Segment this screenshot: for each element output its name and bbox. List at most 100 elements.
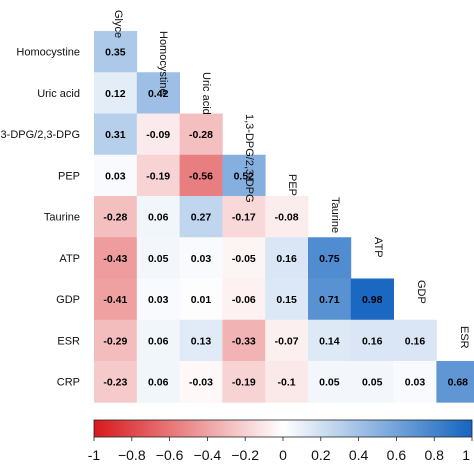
colorbar-tick-label: -1: [88, 447, 101, 463]
cell-value-label: -0.28: [103, 212, 127, 224]
column-label: Uric acid: [200, 72, 212, 115]
cell-value-label: 0.13: [191, 335, 212, 347]
cell-value-label: 0.12: [105, 88, 126, 100]
cell-value-label: 0.68: [448, 377, 469, 389]
heatmap-cell: [350, 361, 394, 403]
heatmap-cell: [136, 154, 180, 197]
cell-value-label: 0.15: [276, 294, 297, 306]
heatmap-cell: [222, 319, 266, 362]
cell-value-label: -0.28: [189, 129, 213, 141]
cell-value-label: 0.03: [148, 294, 169, 306]
heatmap-cell: [179, 319, 223, 362]
heatmap-cell: [393, 361, 437, 403]
row-label: Taurine: [44, 212, 80, 224]
cell-value-label: 0.01: [191, 294, 212, 306]
cell-value-label: 0.03: [105, 170, 126, 182]
heatmap-cell: [94, 72, 138, 114]
heatmap-cell: [179, 361, 223, 403]
colorbar: -1 −0.8 −0.6 −0.4 −0.2 0 0.2 0.4 0.6 0.8 1: [88, 419, 473, 463]
heatmap-cell: [179, 196, 223, 238]
colorbar-tick-label: −0.8: [118, 447, 146, 463]
cell-value-label: 0.03: [191, 253, 212, 265]
row-labels: Homocystine Uric acid 1,3-DPG/2,3-DPG PEP Ta…: [0, 47, 80, 389]
colorbar-tick-label: −0.6: [156, 447, 184, 463]
row-label: Homocystine: [16, 47, 80, 59]
row-label: ESR: [57, 335, 80, 347]
column-label: Glyce: [112, 10, 124, 38]
heatmap-cell: [136, 113, 180, 156]
heatmap-cell: [94, 237, 138, 279]
column-label: Taurine: [329, 197, 341, 233]
heatmap-cell: [136, 319, 180, 362]
heatmap-cell: [265, 319, 309, 362]
cell-value-label: 0.05: [319, 377, 340, 389]
cell-value-label: 0.05: [148, 253, 169, 265]
colorbar-tick-label: 0.6: [387, 447, 407, 463]
cell-value-label: -0.19: [146, 170, 170, 182]
column-label: PEP: [286, 174, 298, 196]
cell-value-label: 0.14: [319, 335, 340, 347]
heatmap-cell: [136, 278, 180, 321]
heatmap-cell: [308, 361, 352, 403]
cell-value-label: -0.06: [232, 294, 256, 306]
column-label: GDP: [415, 280, 427, 304]
heatmap-cell: [136, 196, 180, 238]
row-label: ATP: [59, 253, 80, 265]
cell-value-label: 0.16: [362, 335, 383, 347]
cell-value-label: -0.41: [103, 294, 127, 306]
heatmap-cell: [94, 278, 138, 321]
cell-value-label: 0.98: [362, 294, 383, 306]
heatmap-cell: [136, 72, 180, 114]
heatmap-cell: [308, 237, 352, 279]
heatmap-cell: [265, 196, 309, 238]
colorbar-tick-label: −0.2: [231, 447, 259, 463]
column-label: 1,3-DPG/2,3-DPG: [243, 114, 255, 203]
cell-value-label: -0.33: [232, 335, 256, 347]
cell-value-label: 0.52: [234, 170, 255, 182]
heatmap-cell: [222, 154, 266, 197]
cell-value-label: 0.27: [191, 212, 212, 224]
colorbar-tick-label: 0.4: [349, 447, 369, 463]
heatmap-cell: [393, 319, 437, 362]
cell-value-label: -0.07: [275, 335, 299, 347]
heatmap-cell: [222, 196, 266, 238]
heatmap-cell: [136, 361, 180, 403]
cell-value-label: -0.56: [189, 170, 213, 182]
cell-value-label: 0.16: [276, 253, 297, 265]
colorbar-tick-label: 0.2: [311, 447, 331, 463]
heatmap-cell: [436, 361, 474, 403]
colorbar-bar: [93, 419, 473, 438]
heatmap-cell: [222, 237, 266, 279]
heatmap-cell: [265, 361, 309, 403]
cell-value-label: 0.71: [319, 294, 340, 306]
heatmap-cell: [94, 154, 138, 197]
heatmap-cell: [308, 319, 352, 362]
column-label: ESR: [458, 326, 470, 349]
cell-value-label: 0.16: [405, 335, 426, 347]
row-label: GDP: [56, 294, 80, 306]
row-label: Uric acid: [37, 88, 80, 100]
colorbar-tick-label: −0.4: [194, 447, 222, 463]
cell-value-label: 0.06: [148, 212, 169, 224]
cell-value-label: -0.19: [232, 377, 256, 389]
heatmap-cell: [179, 278, 223, 321]
row-label: PEP: [58, 170, 80, 182]
cell-value-label: -0.29: [103, 335, 127, 347]
colorbar-tick-label: 0: [279, 447, 287, 463]
heatmap-cell: [94, 319, 138, 362]
cell-value-label: 0.31: [105, 129, 126, 141]
heatmap-cell: [265, 237, 309, 279]
heatmap-cell: [94, 361, 138, 403]
cell-value-label: -0.43: [103, 253, 127, 265]
heatmap-cell: [222, 361, 266, 403]
cell-value-label: 0.06: [148, 335, 169, 347]
heatmap-cell: [94, 113, 138, 156]
heatmap-cell: [179, 113, 223, 156]
cell-value-label: 0.05: [362, 377, 383, 389]
cell-value-label: -0.09: [146, 129, 170, 141]
heatmap-cell: [222, 278, 266, 321]
cell-value-label: 0.75: [319, 253, 340, 265]
column-labels: Glyce Homocystine Uric acid 1,3-DPG/2,3-DPG…: [112, 10, 470, 349]
cell-value-label: 0.42: [148, 88, 169, 100]
